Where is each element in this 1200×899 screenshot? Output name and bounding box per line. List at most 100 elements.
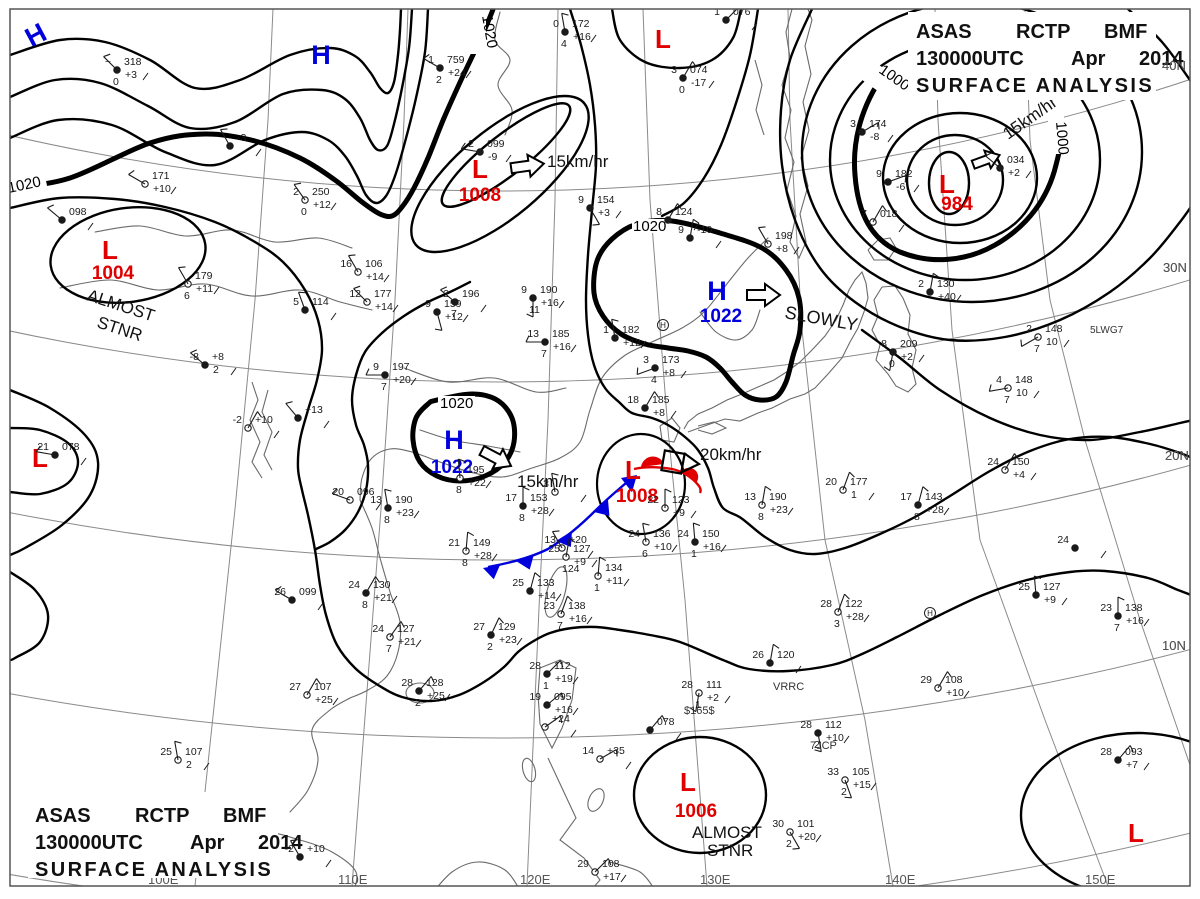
svg-text:138: 138 [568, 600, 586, 612]
svg-text:8: 8 [456, 484, 462, 496]
svg-text:+28: +28 [474, 550, 492, 562]
svg-text:+16: +16 [573, 31, 591, 43]
svg-text:L: L [680, 767, 696, 797]
svg-text:1: 1 [594, 582, 600, 594]
svg-text:+10: +10 [826, 732, 844, 744]
svg-text:L: L [655, 24, 671, 54]
svg-text:096: 096 [357, 486, 375, 498]
svg-text:1: 1 [428, 54, 434, 66]
svg-text:30: 30 [772, 818, 784, 830]
svg-text:195: 195 [467, 464, 485, 476]
svg-text:27: 27 [289, 681, 301, 693]
svg-text:+10: +10 [255, 414, 273, 426]
svg-text:1022: 1022 [700, 306, 742, 327]
svg-text:25: 25 [1018, 581, 1030, 593]
svg-text:4: 4 [996, 374, 1002, 386]
svg-text:5LWG7: 5LWG7 [1090, 325, 1124, 336]
svg-text:9: 9 [373, 361, 379, 373]
svg-text:4: 4 [561, 38, 567, 50]
svg-text:+21: +21 [398, 636, 416, 648]
svg-text:17: 17 [900, 491, 912, 503]
svg-text:-2: -2 [285, 843, 294, 855]
svg-text:22: 22 [647, 494, 659, 506]
svg-text:ALMOST: ALMOST [692, 823, 762, 842]
svg-text:120: 120 [777, 649, 795, 661]
svg-text:182: 182 [895, 168, 913, 180]
svg-text:130000UTC: 130000UTC [35, 832, 143, 854]
svg-text:7: 7 [451, 308, 457, 320]
svg-text:13: 13 [527, 328, 539, 340]
svg-text:6: 6 [642, 548, 648, 560]
svg-text:28: 28 [800, 719, 812, 731]
svg-text:133: 133 [537, 577, 555, 589]
svg-text:L: L [1128, 818, 1144, 848]
svg-text:318: 318 [124, 56, 142, 68]
svg-text:24: 24 [372, 623, 384, 635]
svg-text:29: 29 [920, 674, 932, 686]
svg-text:25: 25 [160, 746, 172, 758]
svg-text:3: 3 [834, 618, 840, 630]
svg-text:+11: +11 [606, 575, 623, 587]
svg-text:+28: +28 [531, 505, 549, 517]
svg-text:124: 124 [562, 563, 580, 575]
svg-text:130E: 130E [700, 872, 731, 887]
svg-text:12: 12 [349, 288, 361, 300]
svg-text:20: 20 [825, 476, 837, 488]
svg-text:21: 21 [448, 537, 460, 549]
svg-text:177: 177 [850, 476, 868, 488]
svg-text:+9: +9 [574, 556, 586, 568]
svg-text:BMF: BMF [223, 805, 266, 827]
svg-text:+28: +28 [846, 611, 864, 623]
svg-text:10N: 10N [1162, 638, 1186, 653]
svg-text:+20: +20 [798, 831, 816, 843]
svg-text:120E: 120E [520, 872, 551, 887]
svg-text:H: H [927, 609, 933, 618]
svg-text:2: 2 [786, 838, 792, 850]
svg-text:+7: +7 [1126, 759, 1138, 771]
svg-text:112: 112 [825, 719, 842, 731]
svg-text:2: 2 [468, 138, 474, 150]
svg-text:10N: 10N [1162, 638, 1186, 653]
svg-text:3: 3 [543, 478, 549, 490]
svg-text:-6: -6 [896, 181, 905, 193]
svg-text:2014: 2014 [1139, 48, 1184, 70]
svg-text:13: 13 [370, 494, 382, 506]
svg-text:9: 9 [521, 284, 527, 296]
svg-text:197: 197 [392, 361, 410, 373]
svg-text:143: 143 [925, 491, 943, 503]
svg-text:+12: +12 [313, 199, 331, 211]
svg-text:3: 3 [671, 64, 677, 76]
svg-text:209: 209 [900, 338, 918, 350]
svg-text:+35: +35 [607, 745, 625, 757]
svg-text:24: 24 [677, 528, 689, 540]
svg-text:127: 127 [1043, 581, 1061, 593]
svg-text:+14: +14 [366, 271, 384, 283]
svg-text:+40: +40 [938, 291, 956, 303]
svg-text:+16: +16 [1126, 615, 1144, 627]
svg-text:+4: +4 [1013, 469, 1025, 481]
svg-text:127: 127 [397, 623, 415, 635]
svg-text:+17: +17 [603, 871, 621, 883]
svg-text:STNR: STNR [707, 841, 753, 860]
svg-text:+2: +2 [1008, 167, 1020, 179]
svg-text:138: 138 [1125, 602, 1143, 614]
svg-text:24: 24 [348, 579, 360, 591]
svg-text:130: 130 [937, 278, 955, 290]
svg-text:24: 24 [987, 456, 999, 468]
svg-text:20N: 20N [1165, 448, 1189, 463]
svg-text:099: 099 [299, 586, 317, 598]
svg-text:179: 179 [195, 270, 213, 282]
svg-text:159: 159 [444, 298, 462, 310]
svg-text:150: 150 [1012, 456, 1030, 468]
svg-text:15km/hr: 15km/hr [517, 472, 579, 491]
svg-text:129: 129 [498, 621, 516, 633]
svg-text:1022: 1022 [431, 457, 473, 478]
svg-text:173: 173 [662, 354, 680, 366]
svg-text:6: 6 [184, 290, 190, 302]
svg-text:+12: +12 [623, 337, 641, 349]
svg-text:984: 984 [941, 194, 973, 215]
svg-text:ASAS: ASAS [916, 21, 972, 43]
svg-text:+23: +23 [396, 507, 414, 519]
svg-text:1008: 1008 [616, 486, 658, 507]
svg-text:~: ~ [105, 56, 111, 68]
